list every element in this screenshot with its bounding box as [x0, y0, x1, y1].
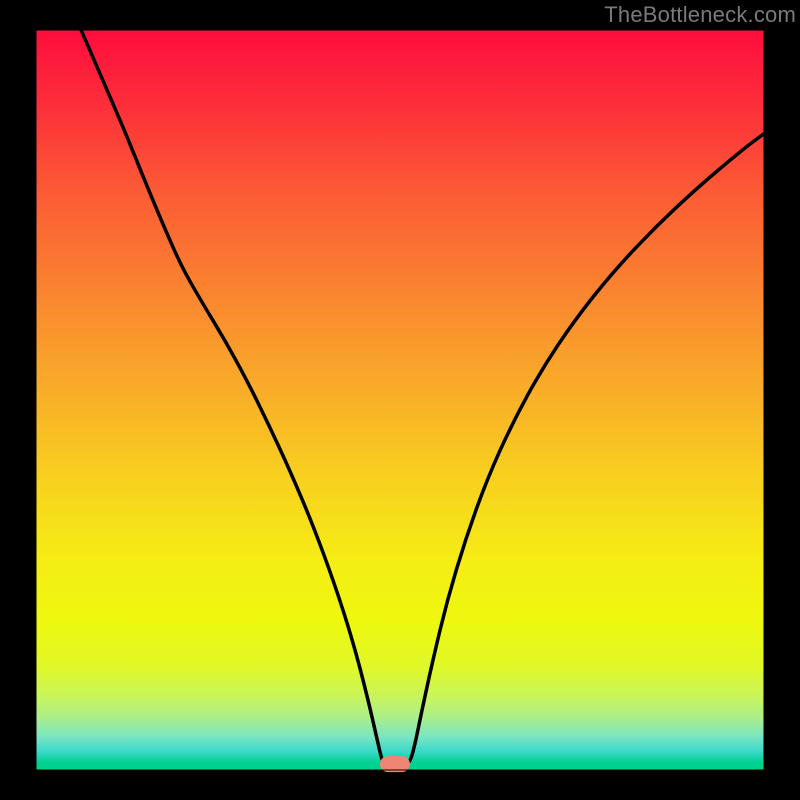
- plot-background: [36, 30, 764, 770]
- watermark-text: TheBottleneck.com: [604, 2, 796, 28]
- chart-container: TheBottleneck.com: [0, 0, 800, 800]
- bottleneck-chart: [0, 0, 800, 800]
